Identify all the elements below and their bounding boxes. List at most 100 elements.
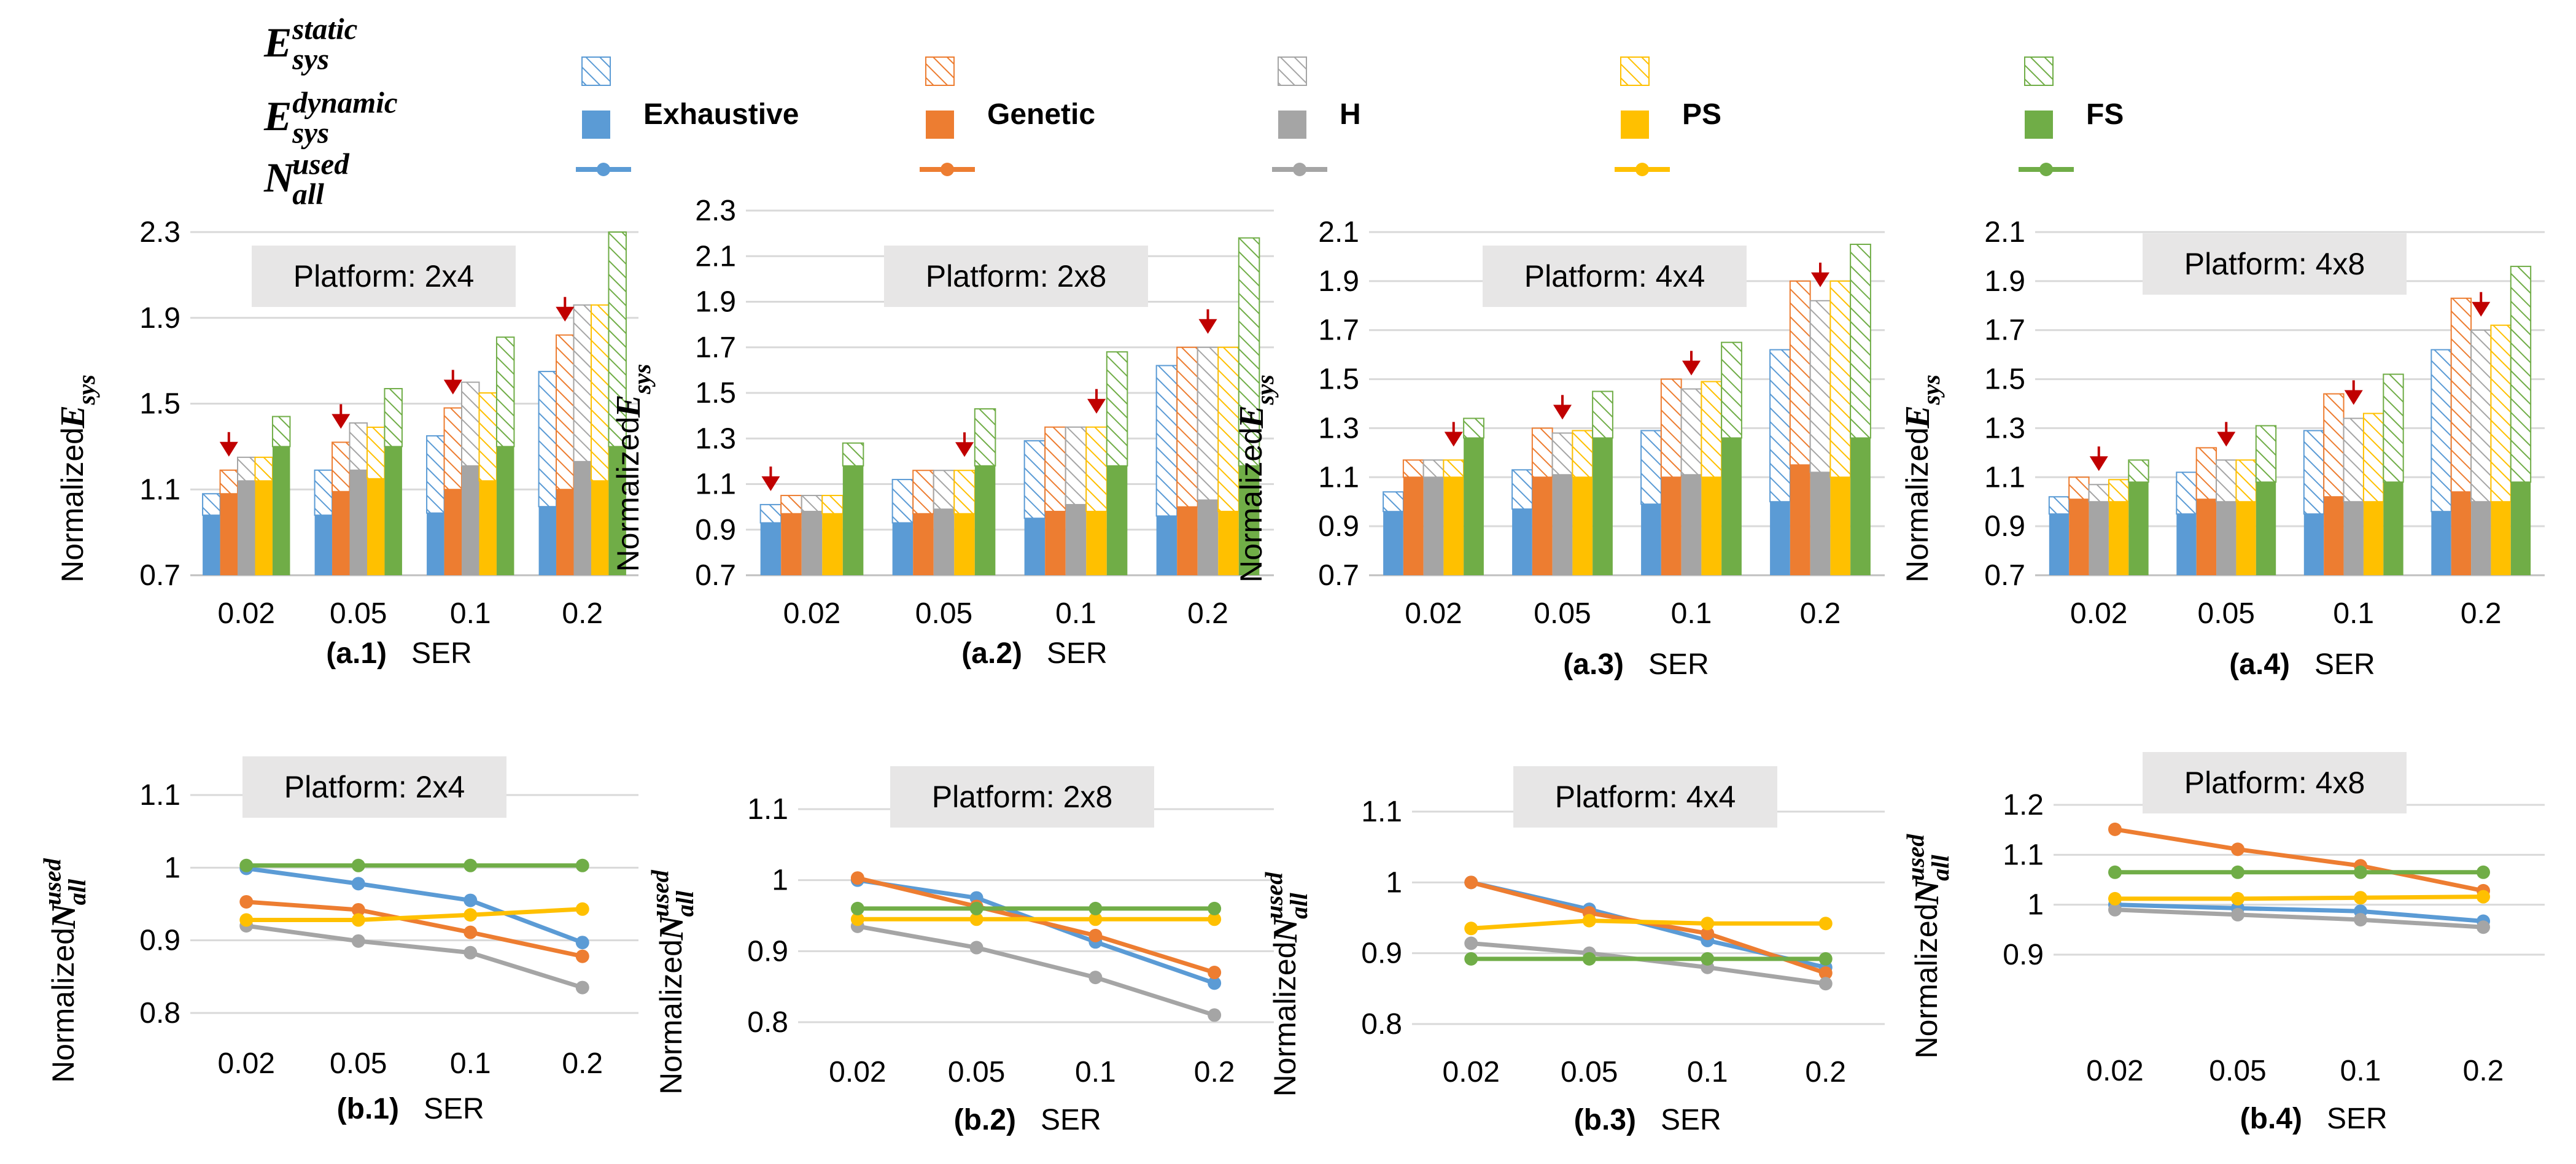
platform-label: Platform: 2x8 <box>926 259 1107 293</box>
y-tick-label: 1.5 <box>695 377 736 409</box>
y-tick-label: 1.5 <box>1318 363 1359 396</box>
bar-dynamic-h <box>801 511 823 575</box>
platform-label: Platform: 4x4 <box>1555 780 1736 814</box>
x-axis-label: SER <box>1648 648 1709 681</box>
bar-static-h <box>2088 484 2109 503</box>
series-point-genetic <box>575 949 589 963</box>
bar-dynamic-h <box>2343 502 2364 575</box>
bar-static-exhaustive <box>2176 471 2197 515</box>
x-tick-label: 0.2 <box>1187 597 1228 630</box>
legend-swatch-dynamic <box>582 111 610 139</box>
math-base: E <box>1899 405 1937 429</box>
bar-dynamic-fs <box>272 446 290 575</box>
bar-dynamic-ps <box>591 481 609 575</box>
y-tick-label: 0.9 <box>1361 937 1402 970</box>
y-tick-label: 0.8 <box>1361 1008 1402 1041</box>
bar-dynamic-ps <box>367 478 385 575</box>
best-marker-arrow <box>1198 319 1217 334</box>
y-tick-label: 1.9 <box>139 302 180 335</box>
platform-box <box>2143 233 2407 295</box>
legend-item-fs: FS <box>2019 56 2124 176</box>
series-point-ps <box>2231 891 2244 906</box>
y-tick-label: 1.1 <box>2003 839 2044 871</box>
bar-static-ps <box>1701 381 1723 478</box>
legend-line-marker <box>1293 163 1306 176</box>
bar-dynamic-exhaustive <box>314 515 333 575</box>
x-tick-label: 0.2 <box>1194 1056 1235 1088</box>
math-sub: all <box>1926 855 1954 881</box>
bar-static-fs <box>842 442 864 467</box>
series-point-ps <box>2108 891 2122 906</box>
x-tick-label: 0.02 <box>829 1056 886 1088</box>
bar-dynamic-h <box>1423 477 1444 575</box>
platform-label: Platform: 2x8 <box>932 780 1113 814</box>
series-point-exhaustive <box>464 893 478 907</box>
bar-static-ps <box>953 470 976 514</box>
math-base: E <box>54 405 92 429</box>
y-tick-label: 1.1 <box>695 468 736 501</box>
y-tick-label: 0.7 <box>1318 559 1359 592</box>
bar-dynamic-exhaustive <box>2303 514 2324 575</box>
bar-static-h <box>2470 329 2492 503</box>
bar-static-h <box>1551 432 1573 476</box>
y-tick-label: 1 <box>2027 889 2044 922</box>
legend-label: FS <box>2086 98 2124 131</box>
bar-dynamic-fs <box>2256 482 2276 575</box>
series-point-exhaustive <box>351 877 365 891</box>
best-marker-arrow <box>556 306 575 322</box>
bar-dynamic-genetic <box>1177 506 1198 575</box>
bar-static-h <box>2343 417 2364 503</box>
platform-box <box>242 756 506 818</box>
bar-static-ps <box>590 304 610 482</box>
bar-static-genetic <box>1044 426 1066 513</box>
bar-dynamic-ps <box>2108 502 2129 575</box>
bar-static-genetic <box>780 495 802 514</box>
series-point-genetic <box>1208 966 1222 980</box>
bar-dynamic-exhaustive <box>1383 511 1403 575</box>
y-tick-label: 0.8 <box>747 1006 788 1039</box>
series-line-h <box>2114 907 2484 929</box>
x-tick-label: 0.2 <box>2461 597 2502 630</box>
bar-dynamic-genetic <box>1661 477 1682 575</box>
bar-static-genetic <box>1402 459 1424 478</box>
bar-dynamic-ps <box>822 513 843 575</box>
caption-id: (a.1) <box>326 637 387 670</box>
best-marker-arrow <box>219 441 238 457</box>
bar-static-genetic <box>2450 297 2472 493</box>
series-line-genetic <box>2114 827 2484 893</box>
math-sup: static <box>292 12 357 45</box>
x-tick-label: 0.05 <box>330 597 387 630</box>
panel-caption: (a.1) SER <box>326 637 471 670</box>
bar-static-ps <box>366 426 386 479</box>
bar-dynamic-h <box>1681 475 1702 575</box>
bar-static-h <box>1197 346 1219 501</box>
bar-static-exhaustive <box>2048 496 2070 515</box>
bar-static-fs <box>2255 425 2277 483</box>
series-point-exhaustive <box>1208 976 1222 990</box>
bar-static-genetic <box>1531 427 1553 478</box>
bar-dynamic-genetic <box>1045 511 1066 575</box>
platform-box <box>884 246 1148 307</box>
y-tick-label: 0.9 <box>1984 510 2025 543</box>
x-tick-label: 0.05 <box>1534 597 1591 630</box>
series-point-ps <box>575 902 589 916</box>
bar-static-exhaustive <box>2431 349 2452 513</box>
bar-dynamic-exhaustive <box>538 506 557 575</box>
bar-static-h <box>1809 300 1831 473</box>
bar-dynamic-exhaustive <box>760 522 782 575</box>
y-tick-label: 0.9 <box>139 925 180 957</box>
series-line-exhaustive <box>246 866 583 945</box>
series-point-fs <box>1208 901 1222 915</box>
series-point-exhaustive <box>575 936 589 950</box>
math-sub: sys <box>292 115 329 149</box>
chart-panel-a2: 0.70.91.11.31.51.71.92.12.3NormalizedEsy… <box>610 195 1274 670</box>
bar-dynamic-exhaustive <box>1770 502 1790 575</box>
series-point-h <box>575 980 589 995</box>
series-line-genetic <box>857 875 1216 975</box>
